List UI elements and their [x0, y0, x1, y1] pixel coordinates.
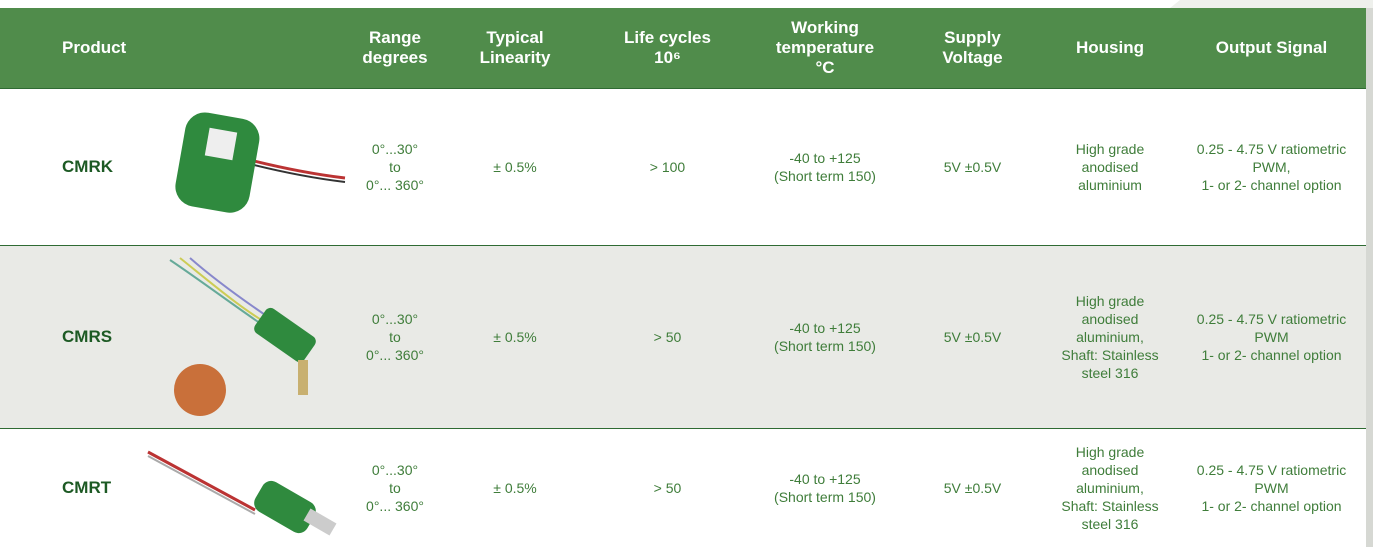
- table-cell: > 100: [580, 88, 755, 245]
- text-line: to: [389, 328, 401, 346]
- table-cell: > 50: [580, 246, 755, 428]
- text-line: 0.25 - 4.75 V ratiometric: [1197, 461, 1346, 479]
- text-line: Range: [369, 28, 421, 48]
- text-line: 1- or 2- channel option: [1201, 497, 1341, 515]
- text-line: 5V ±0.5V: [944, 328, 1002, 346]
- text-line: Supply: [944, 28, 1001, 48]
- table-cell: -40 to +125(Short term 150): [755, 429, 895, 547]
- product-image: [148, 452, 336, 537]
- text-line: Output Signal: [1216, 38, 1327, 58]
- text-line: Shaft: Stainless: [1061, 497, 1158, 515]
- text-line: CMRT: [62, 478, 111, 498]
- text-line: -40 to +125: [789, 149, 860, 167]
- text-line: (Short term 150): [774, 488, 876, 506]
- table-cell: -40 to +125(Short term 150): [755, 246, 895, 428]
- table-cell: > 50: [580, 429, 755, 547]
- text-line: 0.25 - 4.75 V ratiometric: [1197, 310, 1346, 328]
- text-line: Housing: [1076, 38, 1144, 58]
- text-line: temperature: [776, 38, 874, 58]
- table-cell: 5V ±0.5V: [895, 429, 1050, 547]
- text-line: 0°...30°: [372, 140, 418, 158]
- text-line: 0°...30°: [372, 310, 418, 328]
- text-line: 0°... 360°: [366, 497, 424, 515]
- text-line: aluminium: [1078, 176, 1142, 194]
- product-name: CMRT: [0, 429, 150, 547]
- text-line: (Short term 150): [774, 167, 876, 185]
- text-line: -40 to +125: [789, 470, 860, 488]
- product-image: [172, 109, 345, 216]
- table-cell: ± 0.5%: [450, 429, 580, 547]
- text-line: Linearity: [480, 48, 551, 68]
- header-cell: Product: [0, 8, 150, 88]
- text-line: CMRK: [62, 157, 113, 177]
- text-line: aluminium,: [1076, 328, 1144, 346]
- text-line: > 50: [654, 479, 682, 497]
- text-line: Typical: [486, 28, 543, 48]
- text-line: Working: [791, 18, 859, 38]
- text-line: PWM: [1254, 479, 1288, 497]
- text-line: 1- or 2- channel option: [1201, 346, 1341, 364]
- text-line: 0°...30°: [372, 461, 418, 479]
- text-line: aluminium,: [1076, 479, 1144, 497]
- text-line: 0.25 - 4.75 V ratiometric: [1197, 140, 1346, 158]
- text-line: Product: [62, 38, 126, 58]
- table-cell: ± 0.5%: [450, 246, 580, 428]
- text-line: ± 0.5%: [493, 479, 536, 497]
- corner-shade: [1170, 0, 1373, 8]
- text-line: Life cycles: [624, 28, 711, 48]
- text-line: High grade: [1076, 292, 1145, 310]
- text-line: to: [389, 479, 401, 497]
- text-line: (Short term 150): [774, 337, 876, 355]
- text-line: High grade: [1076, 140, 1145, 158]
- text-line: > 50: [654, 328, 682, 346]
- text-line: -40 to +125: [789, 319, 860, 337]
- text-line: steel 316: [1082, 364, 1139, 382]
- text-line: to: [389, 158, 401, 176]
- product-name: CMRK: [0, 88, 150, 245]
- table-cell: 5V ±0.5V: [895, 88, 1050, 245]
- text-line: 5V ±0.5V: [944, 158, 1002, 176]
- text-line: steel 316: [1082, 515, 1139, 533]
- text-line: CMRS: [62, 327, 112, 347]
- table-cell: ± 0.5%: [450, 88, 580, 245]
- text-line: High grade: [1076, 443, 1145, 461]
- text-line: PWM,: [1252, 158, 1290, 176]
- text-line: 5V ±0.5V: [944, 479, 1002, 497]
- header-cell: Output Signal: [1170, 8, 1373, 88]
- text-line: Voltage: [942, 48, 1002, 68]
- text-line: anodised: [1082, 310, 1139, 328]
- header-cell: Housing: [1050, 8, 1170, 88]
- text-line: ± 0.5%: [493, 328, 536, 346]
- table-cell: 0°...30°to0°... 360°: [340, 429, 450, 547]
- text-line: anodised: [1082, 461, 1139, 479]
- text-line: ± 0.5%: [493, 158, 536, 176]
- table-cell: 5V ±0.5V: [895, 246, 1050, 428]
- text-line: 1- or 2- channel option: [1201, 176, 1341, 194]
- text-line: 10⁶: [654, 48, 681, 68]
- text-line: degrees: [362, 48, 427, 68]
- text-line: Shaft: Stainless: [1061, 346, 1158, 364]
- text-line: PWM: [1254, 328, 1288, 346]
- page: ProductRangedegreesTypicalLinearityLife …: [0, 0, 1373, 547]
- text-line: 0°... 360°: [366, 176, 424, 194]
- text-line: 0°... 360°: [366, 346, 424, 364]
- text-line: °C: [815, 58, 834, 78]
- text-line: anodised: [1082, 158, 1139, 176]
- table-cell: 0.25 - 4.75 V ratiometricPWM,1- or 2- ch…: [1170, 88, 1373, 245]
- table-cell: -40 to +125(Short term 150): [755, 88, 895, 245]
- product-name: CMRS: [0, 246, 150, 428]
- text-line: > 100: [650, 158, 685, 176]
